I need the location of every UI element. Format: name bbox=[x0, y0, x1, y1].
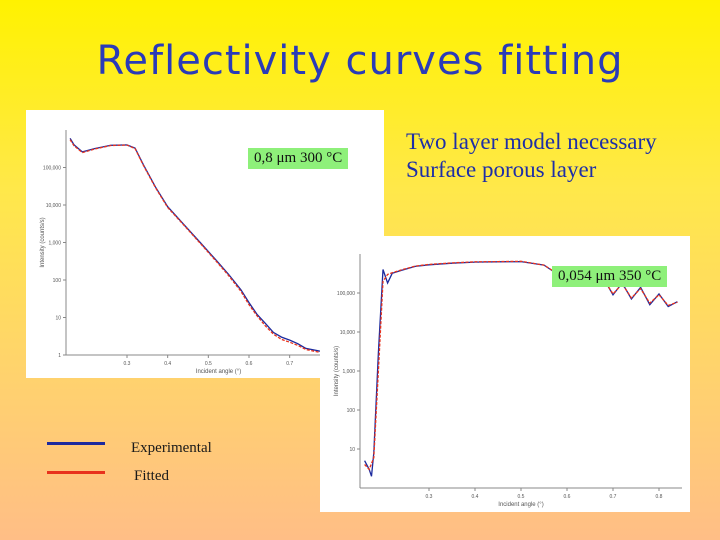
x-tick-label: 0.6 bbox=[246, 361, 253, 367]
chart-1-tag: 0,8 μm 300 °C bbox=[248, 148, 349, 169]
chart-2: 10 100 1,000 10,000 100,000 0.3 0.4 0.5 0.6 0.7 0.… bbox=[334, 254, 682, 508]
y-tick-label: 100 bbox=[347, 408, 356, 414]
legend-experimental-label: Experimental bbox=[131, 440, 212, 456]
series-fitted-line bbox=[364, 260, 678, 471]
chart-2-tag: 0,054 μm 350 °C bbox=[552, 266, 668, 287]
x-tick-label: 0.7 bbox=[286, 361, 293, 367]
x-tick-label: 0.5 bbox=[518, 494, 525, 500]
y-tick-label: 1,000 bbox=[342, 369, 355, 375]
y-axis-label: Intensity (counts/s) bbox=[40, 217, 46, 267]
legend-fitted-line bbox=[47, 471, 105, 474]
y-tick-label: 100,000 bbox=[337, 291, 355, 297]
y-tick-label: 10,000 bbox=[46, 203, 62, 209]
y-tick-label: 1 bbox=[58, 353, 61, 359]
y-tick-label: 10,000 bbox=[340, 330, 356, 336]
legend-fitted-label: Fitted bbox=[134, 468, 170, 484]
y-tick-label: 10 bbox=[349, 447, 355, 453]
x-axis-label: Incident angle (°) bbox=[196, 369, 241, 375]
chart-1: 1 10 100 1,000 10,000 100,000 0.3 0.4 0.5 0.6 0.7 0… bbox=[40, 130, 371, 375]
x-tick-label: 0.7 bbox=[610, 494, 617, 500]
y-tick-label: 100,000 bbox=[43, 166, 61, 172]
x-tick-label: 0.5 bbox=[205, 361, 212, 367]
model-notes: Two layer model necessary Surface porous… bbox=[406, 128, 657, 184]
x-tick-label: 0.3 bbox=[426, 494, 433, 500]
plot-area: 10 100 1,000 10,000 100,000 0.3 0.4 0.5 0.6 0.7 0.… bbox=[334, 254, 682, 508]
x-tick-label: 0.3 bbox=[124, 361, 131, 367]
note-line-1: Two layer model necessary bbox=[406, 129, 657, 154]
x-tick-label: 0.8 bbox=[656, 494, 663, 500]
y-axis-label: Intensity (counts/s) bbox=[334, 346, 340, 396]
x-tick-label: 0.6 bbox=[564, 494, 571, 500]
y-tick-label: 100 bbox=[53, 278, 62, 284]
legend-experimental-line bbox=[47, 442, 105, 445]
slide-title: Reflectivity curves fitting bbox=[96, 38, 624, 84]
series-experimental-line bbox=[364, 260, 678, 477]
plot-area: 1 10 100 1,000 10,000 100,000 0.3 0.4 0.5 0.6 0.7 0… bbox=[40, 130, 371, 375]
x-tick-label: 0.4 bbox=[472, 494, 479, 500]
series-fitted-line bbox=[69, 139, 367, 356]
y-tick-label: 1,000 bbox=[48, 241, 61, 247]
x-tick-label: 0.4 bbox=[164, 361, 171, 367]
note-line-2: Surface porous layer bbox=[406, 157, 597, 182]
x-axis-label: Incident angle (°) bbox=[498, 502, 543, 508]
y-tick-label: 10 bbox=[55, 316, 61, 322]
